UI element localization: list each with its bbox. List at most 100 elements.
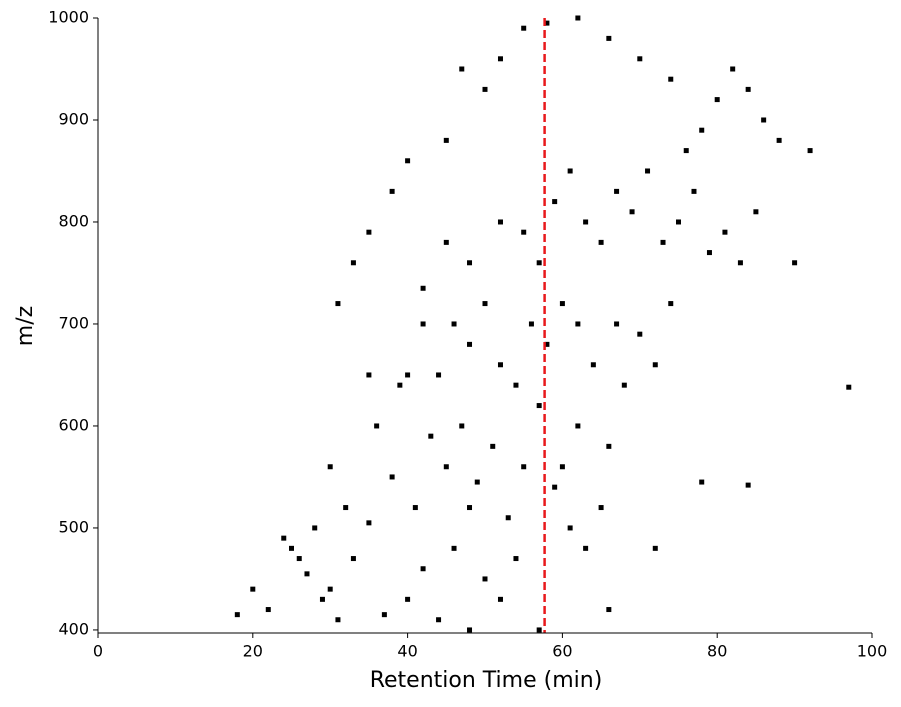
x-tick-label: 20 [243,642,263,661]
y-tick-label: 500 [58,517,89,536]
point [583,219,589,225]
point [676,219,681,225]
point [304,571,310,577]
point [467,627,473,633]
y-tick-label: 800 [58,211,89,230]
point [389,188,395,194]
point [753,209,759,215]
point [467,505,473,511]
y-tick-label: 700 [58,313,89,332]
point [536,403,542,409]
point [652,362,658,368]
point [289,545,294,551]
point [552,199,558,205]
point [335,617,341,623]
point [497,56,503,62]
point [505,515,511,521]
point [420,566,426,572]
point [737,260,743,266]
point [583,545,589,551]
point [722,229,728,235]
point [474,479,480,485]
x-axis-label: Retention Time (min) [370,668,603,693]
point [536,260,542,266]
point [614,188,620,194]
point [335,301,341,307]
point [343,505,349,511]
point [497,219,503,225]
y-tick-label: 600 [58,415,89,434]
point [691,188,697,194]
point [714,97,720,103]
point [467,260,473,266]
point [606,35,612,41]
point [459,66,465,72]
y-tick-label: 900 [58,109,89,128]
point [521,229,527,235]
point [312,525,318,531]
point [683,148,689,154]
x-tick-label: 40 [397,642,417,661]
point [614,321,620,327]
point [443,464,449,470]
y-tick-label: 1000 [48,8,89,27]
point [575,423,581,429]
point [374,423,380,429]
point [536,627,542,633]
point [521,25,527,31]
point [405,596,411,602]
point [366,229,372,235]
point [459,423,465,429]
point [281,535,287,541]
point [250,586,256,592]
point [366,520,372,526]
point [350,260,356,266]
point [629,209,635,215]
point [544,20,550,26]
point [792,260,798,266]
point [606,607,612,613]
point [420,285,426,291]
point [428,433,434,439]
point [590,362,596,368]
point [621,382,627,388]
point [528,321,534,327]
point [234,612,240,618]
point [567,168,573,174]
point [807,148,813,154]
point [451,545,457,551]
y-tick-label: 400 [58,619,89,638]
point [598,505,604,511]
point [513,382,519,388]
point [366,372,372,378]
point [745,86,751,92]
point [451,321,457,327]
point [637,56,643,62]
point [350,556,356,562]
point [521,464,527,470]
point [436,617,442,623]
point [598,239,604,245]
point [265,607,271,613]
point [699,127,705,133]
point [761,117,767,123]
point [436,372,442,378]
point [776,137,782,143]
point [389,474,395,480]
point [327,464,333,470]
x-tick-label: 0 [93,642,103,661]
point [327,586,333,592]
point [381,612,387,618]
point [559,301,565,307]
point [490,443,496,449]
point [443,137,449,143]
y-axis-label: m/z [13,306,38,346]
point [567,525,573,531]
point [846,384,852,390]
point [575,15,581,21]
x-tick-label: 80 [707,642,727,661]
point [412,505,418,511]
point [745,482,751,488]
point [405,372,411,378]
point [668,301,674,307]
